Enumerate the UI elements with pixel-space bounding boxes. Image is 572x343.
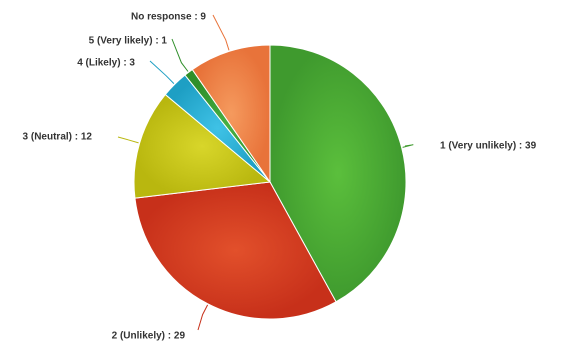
slice-label-4: 4 (Likely) : 3 [77,58,135,69]
pie-labels: 1 (Very unlikely) : 39 2 (Unlikely) : 29 3… [23,12,537,342]
pie-slice-3 [133,93,272,199]
pie-leader-lines [117,14,414,331]
leader-line-5 [171,38,189,72]
leader-line-2 [197,304,209,331]
pie-slices [133,44,407,320]
slice-label-5: 5 (Very likely) : 1 [89,36,168,47]
slice-label-6: No response : 9 [131,12,206,23]
leader-line-4 [149,60,175,84]
slice-label-3: 3 (Neutral) : 12 [23,132,93,143]
leader-line-6 [212,14,230,51]
leader-line-3 [117,136,139,144]
pie-slice-1 [269,44,407,303]
slice-label-1: 1 (Very unlikely) : 39 [440,141,537,152]
pie-slice-6 [191,44,271,184]
leader-line-1 [402,144,414,148]
slice-label-2: 2 (Unlikely) : 29 [112,331,186,342]
pie-slice-2 [134,181,337,320]
